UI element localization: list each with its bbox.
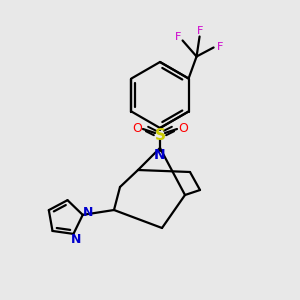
Text: F: F	[174, 32, 181, 41]
Text: S: S	[154, 128, 166, 142]
Text: O: O	[178, 122, 188, 136]
Text: N: N	[82, 206, 93, 219]
Text: N: N	[71, 233, 82, 246]
Text: F: F	[216, 41, 223, 52]
Text: N: N	[154, 148, 166, 162]
Text: O: O	[132, 122, 142, 136]
Text: F: F	[196, 26, 203, 35]
